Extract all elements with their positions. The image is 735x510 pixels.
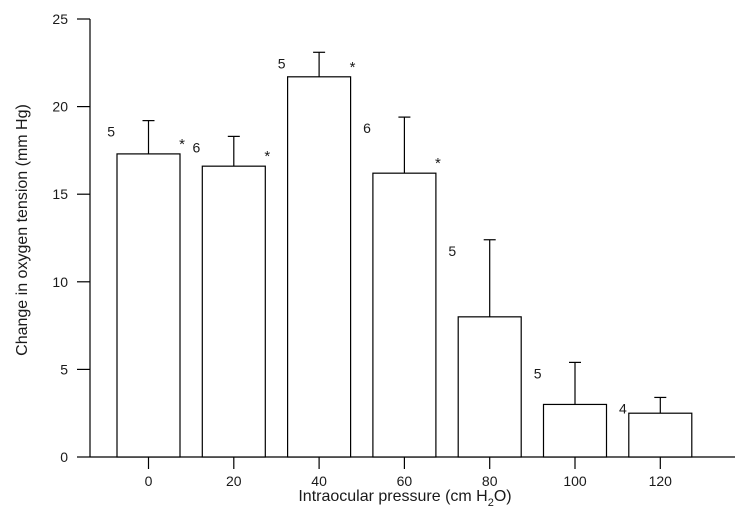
bar	[116, 153, 181, 458]
x-tick-label: 80	[482, 473, 498, 489]
y-tick-label: 10	[52, 274, 68, 290]
x-axis-title-subscript: 2	[488, 497, 494, 509]
x-tick-label: 120	[649, 473, 673, 489]
significance-marker: *	[179, 136, 185, 153]
sample-size-label: 5	[278, 55, 286, 71]
bar	[457, 316, 522, 458]
bar	[628, 412, 693, 458]
sample-size-label: 6	[193, 139, 201, 155]
sample-size-label: 4	[619, 400, 627, 416]
x-tick-label: 40	[311, 473, 327, 489]
y-tick-label: 15	[52, 186, 68, 202]
sample-size-label: 5	[107, 124, 115, 140]
x-axis: 0 20 40 60 80 100 120	[90, 456, 735, 489]
bar	[287, 76, 352, 458]
x-tick-label: 20	[226, 473, 242, 489]
sample-size-label: 5	[534, 365, 542, 381]
bar	[542, 403, 608, 458]
x-axis-title-main: Intraocular pressure (cm H	[298, 488, 487, 505]
x-axis-title: Intraocular pressure (cm H2O)	[298, 488, 511, 509]
bar	[201, 165, 266, 458]
x-tick-label: 0	[145, 473, 153, 489]
bars: 5 * 6 * 5 * 6 * 5 5 4	[107, 51, 693, 458]
x-tick-label: 60	[397, 473, 413, 489]
sample-size-label: 5	[448, 243, 456, 259]
significance-marker: *	[435, 155, 441, 172]
y-tick-label: 20	[52, 99, 68, 115]
bar	[372, 172, 437, 458]
x-axis-title-end: O)	[494, 488, 512, 505]
x-tick-label: 100	[563, 473, 587, 489]
y-axis-title: Change in oxygen tension (mm Hg)	[14, 104, 31, 356]
y-tick-label: 0	[60, 449, 68, 465]
significance-marker: *	[350, 59, 356, 76]
y-tick-label: 25	[52, 11, 68, 27]
significance-marker: *	[264, 148, 270, 165]
sample-size-label: 6	[363, 120, 371, 136]
y-axis: 0 5 10 15 20 25	[52, 11, 91, 465]
y-tick-label: 5	[60, 361, 68, 377]
